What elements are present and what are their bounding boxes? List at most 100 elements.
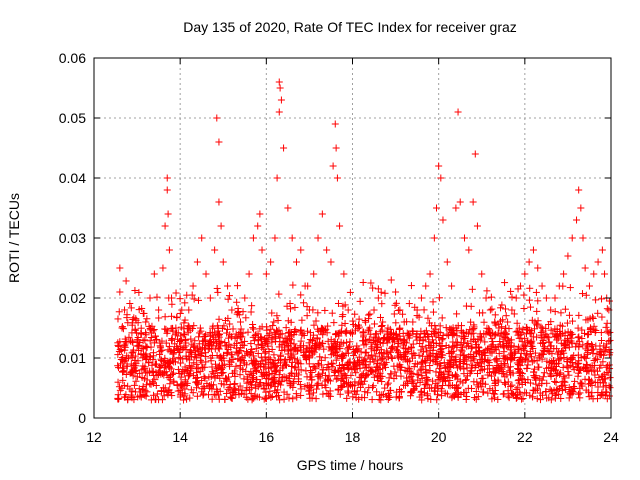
data-point-bg <box>190 343 198 351</box>
data-point <box>189 282 197 290</box>
data-point-bg <box>122 371 130 379</box>
data-point-bg <box>502 342 510 350</box>
data-point-bg <box>303 327 311 335</box>
data-point-bg <box>437 385 445 393</box>
data-point-bg <box>141 336 149 344</box>
data-point-bg <box>166 347 174 355</box>
data-point-bg <box>135 288 143 296</box>
data-point-bg <box>360 341 368 349</box>
data-point-bg <box>491 311 499 319</box>
data-point-bg <box>445 344 453 352</box>
data-point-bg <box>223 349 231 357</box>
data-point-bg <box>142 331 150 339</box>
data-point-bg <box>574 324 582 332</box>
data-point-bg <box>337 383 345 391</box>
data-point <box>512 294 520 302</box>
data-point-bg <box>550 345 558 353</box>
data-point-bg <box>472 348 480 356</box>
data-point <box>448 282 456 290</box>
data-point-bg <box>534 297 542 305</box>
data-point-bg <box>479 309 487 317</box>
data-point-bg <box>497 304 505 312</box>
data-point-bg <box>181 316 189 324</box>
data-point-bg <box>288 358 296 366</box>
data-point-bg <box>594 395 602 403</box>
data-point <box>176 342 184 350</box>
data-point-bg <box>260 385 268 393</box>
data-point-bg <box>221 396 229 404</box>
data-point-bg <box>407 282 415 290</box>
data-point-bg <box>167 336 175 344</box>
data-point-bg <box>603 368 611 376</box>
data-point-bg <box>531 325 539 333</box>
data-point-bg <box>338 313 346 321</box>
data-point-bg <box>598 313 606 321</box>
data-point-bg <box>462 302 470 310</box>
data-point <box>129 366 137 374</box>
data-point-bg <box>236 333 244 341</box>
data-point <box>361 336 369 344</box>
data-point <box>590 270 598 278</box>
data-point-bg <box>237 325 245 333</box>
data-point <box>217 222 225 230</box>
data-point-bg <box>383 393 391 401</box>
data-point-bg <box>129 316 137 324</box>
data-point-bg <box>558 322 566 330</box>
data-point-bg <box>534 385 542 393</box>
data-point-bg <box>249 352 257 360</box>
data-point-bg <box>433 391 441 399</box>
data-point-bg <box>392 331 400 339</box>
data-point <box>538 282 546 290</box>
data-point-bg <box>186 348 194 356</box>
data-point-bg <box>132 359 140 367</box>
data-point-bg <box>351 310 359 318</box>
data-point-bg <box>142 392 150 400</box>
data-point-bg <box>575 311 583 319</box>
data-point-bg <box>420 306 428 314</box>
data-point-bg <box>193 384 201 392</box>
data-point-bg <box>311 363 319 371</box>
data-point-bg <box>453 389 461 397</box>
data-point-bg <box>297 360 305 368</box>
x-tick-label: 20 <box>431 429 447 445</box>
data-point-bg <box>177 373 185 381</box>
data-point-bg <box>552 378 560 386</box>
data-point-bg <box>484 345 492 353</box>
data-point-bg <box>596 342 604 350</box>
data-point <box>163 174 171 182</box>
data-point-bg <box>156 350 164 358</box>
data-point-bg <box>245 370 253 378</box>
data-point-bg <box>267 393 275 401</box>
data-point-bg <box>181 392 189 400</box>
data-point-bg <box>143 315 151 323</box>
data-point-bg <box>443 390 451 398</box>
data-point-bg <box>466 369 474 377</box>
data-point-bg <box>575 390 583 398</box>
data-point-bg <box>149 349 157 357</box>
data-point-bg <box>177 380 185 388</box>
data-point-bg <box>131 325 139 333</box>
data-point-bg <box>448 392 456 400</box>
data-point-bg <box>606 374 614 382</box>
data-point-bg <box>284 317 292 325</box>
data-point-bg <box>229 389 237 397</box>
data-point <box>521 270 529 278</box>
data-point-bg <box>237 344 245 352</box>
data-point-bg <box>449 347 457 355</box>
data-point-bg <box>268 309 276 317</box>
data-point-bg <box>489 368 497 376</box>
data-point-bg <box>554 385 562 393</box>
data-point-bg <box>340 339 348 347</box>
data-point-bg <box>583 361 591 369</box>
data-point-bg <box>501 380 509 388</box>
data-point-bg <box>235 391 243 399</box>
data-point-bg <box>582 345 590 353</box>
data-point-bg <box>409 386 417 394</box>
data-point-bg <box>221 317 229 325</box>
data-point-bg <box>267 325 275 333</box>
data-point-bg <box>449 329 457 337</box>
data-point-bg <box>241 337 249 345</box>
data-point-bg <box>428 336 436 344</box>
data-point-bg <box>306 336 314 344</box>
data-point-bg <box>485 326 493 334</box>
